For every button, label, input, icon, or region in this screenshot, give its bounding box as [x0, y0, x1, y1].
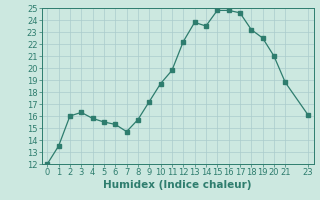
X-axis label: Humidex (Indice chaleur): Humidex (Indice chaleur) [103, 180, 252, 190]
